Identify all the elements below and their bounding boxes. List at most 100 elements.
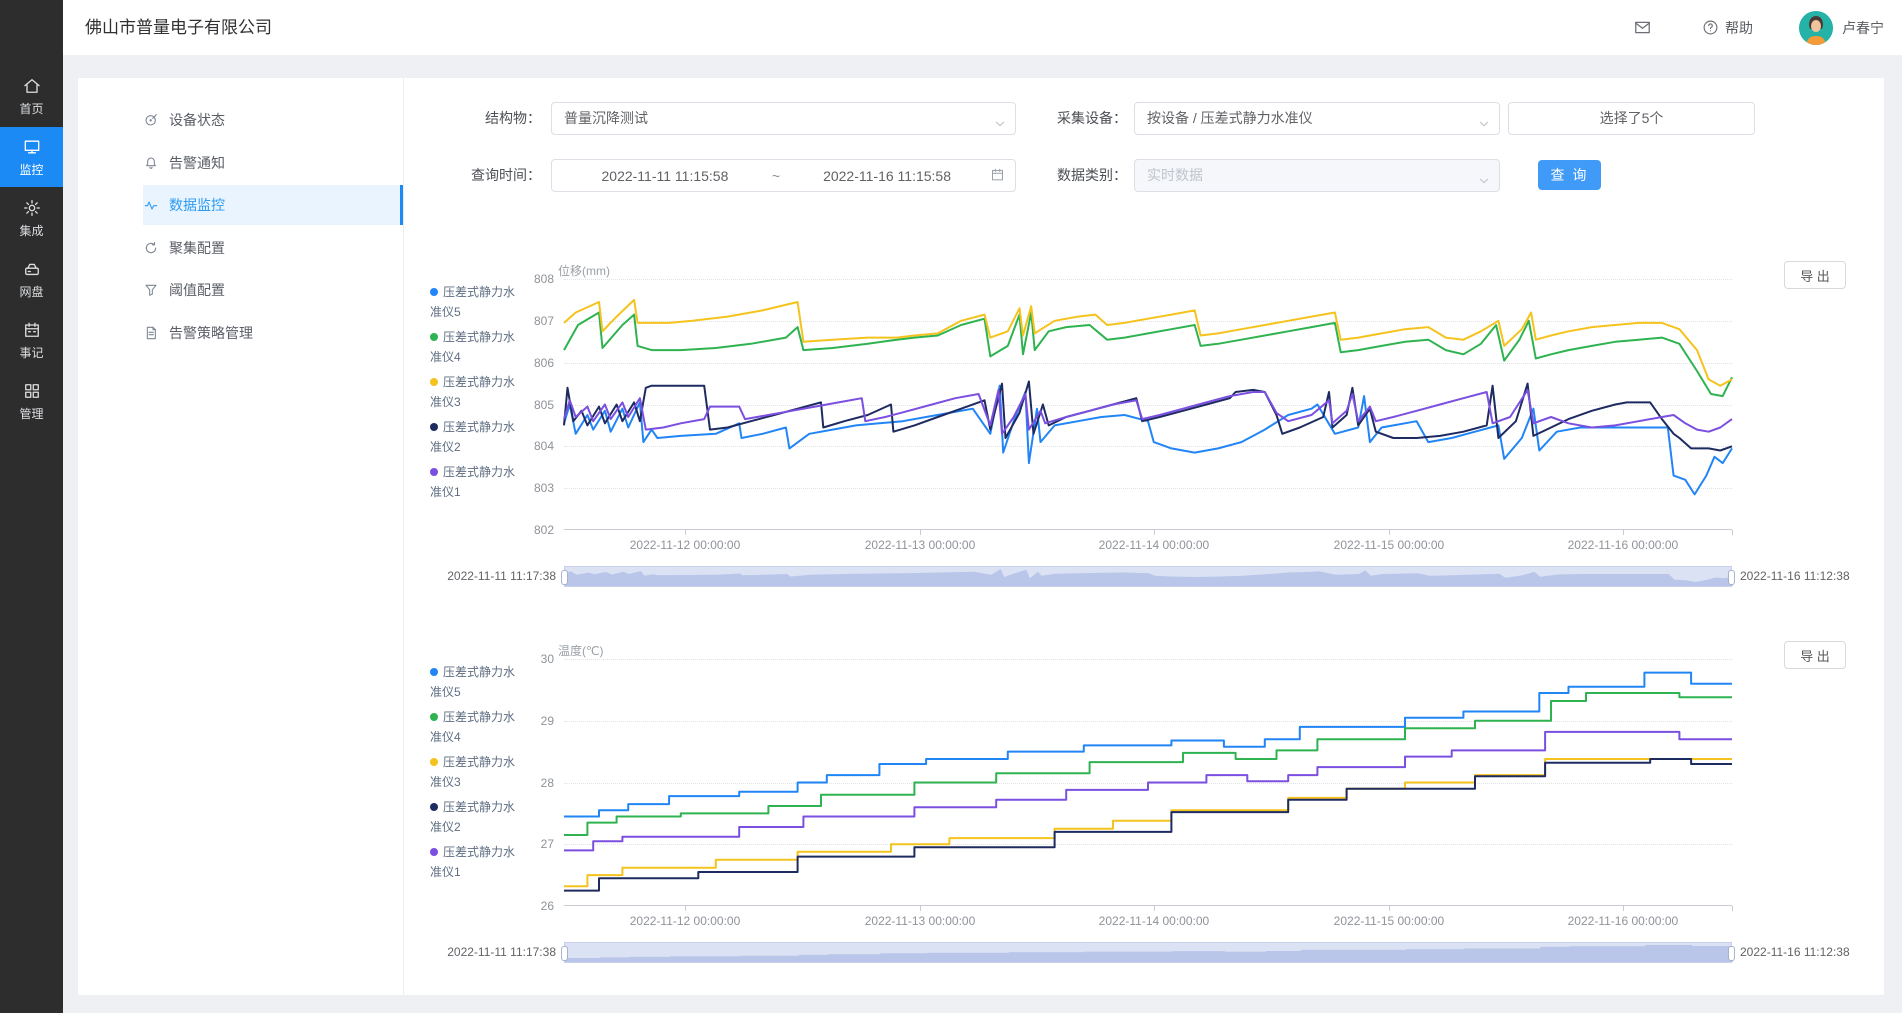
sidebar-item-label: 网盘	[19, 283, 43, 300]
x-tick-mark	[920, 530, 921, 535]
zoom-handle-right[interactable]	[1728, 570, 1735, 585]
menu-item-alarm-notice[interactable]: 告警通知	[143, 143, 403, 183]
x-tick-mark	[1154, 906, 1155, 911]
x-tick-mark	[1623, 530, 1624, 535]
side-menu: 设备状态告警通知数据监控聚集配置阈值配置告警策略管理	[78, 78, 404, 995]
y-tick-label: 26	[502, 899, 554, 913]
displacement-export-button[interactable]: 导 出	[1784, 261, 1846, 289]
help-label: 帮助	[1725, 18, 1753, 38]
menu-item-alarm-policy[interactable]: 告警策略管理	[143, 313, 403, 353]
x-tick-mark	[1732, 530, 1733, 535]
funnel-icon	[143, 282, 159, 298]
sidebar-item-label: 首页	[19, 100, 43, 117]
sidebar-item-netdisk[interactable]: 网盘	[0, 249, 63, 309]
x-tick-mark	[685, 906, 686, 911]
x-tick-label: 2022-11-12 00:00:00	[610, 914, 760, 928]
legend-color-dot	[430, 378, 438, 386]
zoom-handle-left[interactable]	[561, 570, 568, 585]
legend-color-dot	[430, 668, 438, 676]
y-tick-label: 807	[502, 314, 554, 328]
chevron-down-icon	[1477, 117, 1491, 131]
displacement-range-start: 2022-11-11 11:17:38	[436, 566, 556, 587]
calendar-icon	[22, 320, 42, 340]
drive-icon	[22, 259, 42, 279]
x-tick-label: 2022-11-12 00:00:00	[610, 538, 760, 552]
time-end-value: 2022-11-16 11:15:58	[784, 168, 990, 184]
displacement-range-end: 2022-11-16 11:12:38	[1740, 566, 1870, 587]
menu-item-device-status[interactable]: 设备状态	[143, 100, 403, 140]
legend-item-5[interactable]: 压差式静力水准仪5	[430, 662, 526, 702]
legend-color-dot	[430, 848, 438, 856]
device-select[interactable]: 按设备 / 压差式静力水准仪	[1134, 102, 1500, 135]
avatar-person-icon	[1799, 11, 1833, 45]
temperature-zoom-slider[interactable]	[564, 942, 1732, 963]
category-label: 数据类别：	[1007, 159, 1127, 192]
menu-item-threshold-config[interactable]: 阈值配置	[143, 270, 403, 310]
y-tick-label: 804	[502, 439, 554, 453]
topbar-actions: 帮助 卢春宁	[1633, 0, 1884, 55]
y-tick-label: 28	[502, 776, 554, 790]
sidebar-item-events[interactable]: 事记	[0, 310, 63, 370]
avatar[interactable]	[1799, 11, 1833, 45]
content-card: 设备状态告警通知数据监控聚集配置阈值配置告警策略管理 结构物： 普量沉降测试 采…	[78, 78, 1884, 995]
x-tick-mark	[1732, 906, 1733, 911]
displacement-zoom-slider[interactable]	[564, 566, 1732, 587]
time-start-value: 2022-11-11 11:15:58	[562, 168, 768, 184]
y-tick-label: 30	[502, 652, 554, 666]
help-icon	[1702, 19, 1719, 36]
legend-color-dot	[430, 713, 438, 721]
monitor-icon	[22, 137, 42, 157]
sidebar-item-label: 管理	[19, 405, 43, 422]
legend-color-dot	[430, 288, 438, 296]
x-tick-label: 2022-11-15 00:00:00	[1314, 914, 1464, 928]
category-value: 实时数据	[1147, 167, 1203, 183]
menu-item-label: 告警策略管理	[169, 323, 253, 343]
app-root: { "header": { "company": "佛山市普量电子有限公司", …	[0, 0, 1902, 1013]
sidebar: 首页监控集成网盘事记管理	[0, 0, 63, 1013]
sidebar-item-management[interactable]: 管理	[0, 371, 63, 431]
calendar-icon	[990, 167, 1005, 182]
displacement-axis-title: 位移(mm)	[558, 262, 610, 279]
displacement-plot	[564, 279, 1732, 530]
legend-color-dot	[430, 758, 438, 766]
x-tick-mark	[685, 530, 686, 535]
menu-item-aggregate-config[interactable]: 聚集配置	[143, 228, 403, 268]
y-tick-label: 806	[502, 356, 554, 370]
y-tick-label: 29	[502, 714, 554, 728]
sidebar-item-monitor[interactable]: 监控	[0, 127, 63, 187]
temperature-series-lines	[564, 659, 1732, 906]
zoom-handle-right[interactable]	[1728, 946, 1735, 961]
user-name[interactable]: 卢春宁	[1842, 18, 1884, 38]
y-tick-label: 802	[502, 523, 554, 537]
x-tick-label: 2022-11-13 00:00:00	[845, 914, 995, 928]
refresh-icon	[143, 240, 159, 256]
structure-select[interactable]: 普量沉降测试	[551, 102, 1016, 135]
mail-button[interactable]	[1633, 18, 1652, 37]
legend-label: 压差式静力水准仪5	[430, 665, 515, 699]
zoom-handle-left[interactable]	[561, 946, 568, 961]
bell-icon	[143, 155, 159, 171]
selected-devices-button[interactable]: 选择了5个	[1508, 102, 1755, 135]
menu-item-label: 阈值配置	[169, 280, 225, 300]
x-tick-mark	[1389, 530, 1390, 535]
sidebar-item-label: 监控	[19, 161, 43, 178]
menu-item-label: 告警通知	[169, 153, 225, 173]
category-select[interactable]: 实时数据	[1134, 159, 1500, 192]
menu-item-data-monitor[interactable]: 数据监控	[143, 185, 403, 225]
legend-item-2[interactable]: 压差式静力水准仪2	[430, 797, 526, 837]
x-tick-mark	[1154, 530, 1155, 535]
x-tick-label: 2022-11-14 00:00:00	[1079, 538, 1229, 552]
document-icon	[143, 325, 159, 341]
sidebar-item-integration[interactable]: 集成	[0, 188, 63, 248]
y-tick-label: 803	[502, 481, 554, 495]
sidebar-item-label: 集成	[19, 222, 43, 239]
temperature-export-button[interactable]: 导 出	[1784, 641, 1846, 669]
help-button[interactable]: 帮助	[1702, 18, 1753, 38]
x-tick-mark	[920, 906, 921, 911]
time-range-input[interactable]: 2022-11-11 11:15:58 ~ 2022-11-16 11:15:5…	[551, 159, 1016, 192]
sidebar-item-home[interactable]: 首页	[0, 66, 63, 126]
temperature-range-end: 2022-11-16 11:12:38	[1740, 942, 1870, 963]
company-title: 佛山市普量电子有限公司	[85, 0, 272, 55]
x-tick-mark	[1389, 906, 1390, 911]
query-button[interactable]: 查 询	[1538, 160, 1601, 190]
